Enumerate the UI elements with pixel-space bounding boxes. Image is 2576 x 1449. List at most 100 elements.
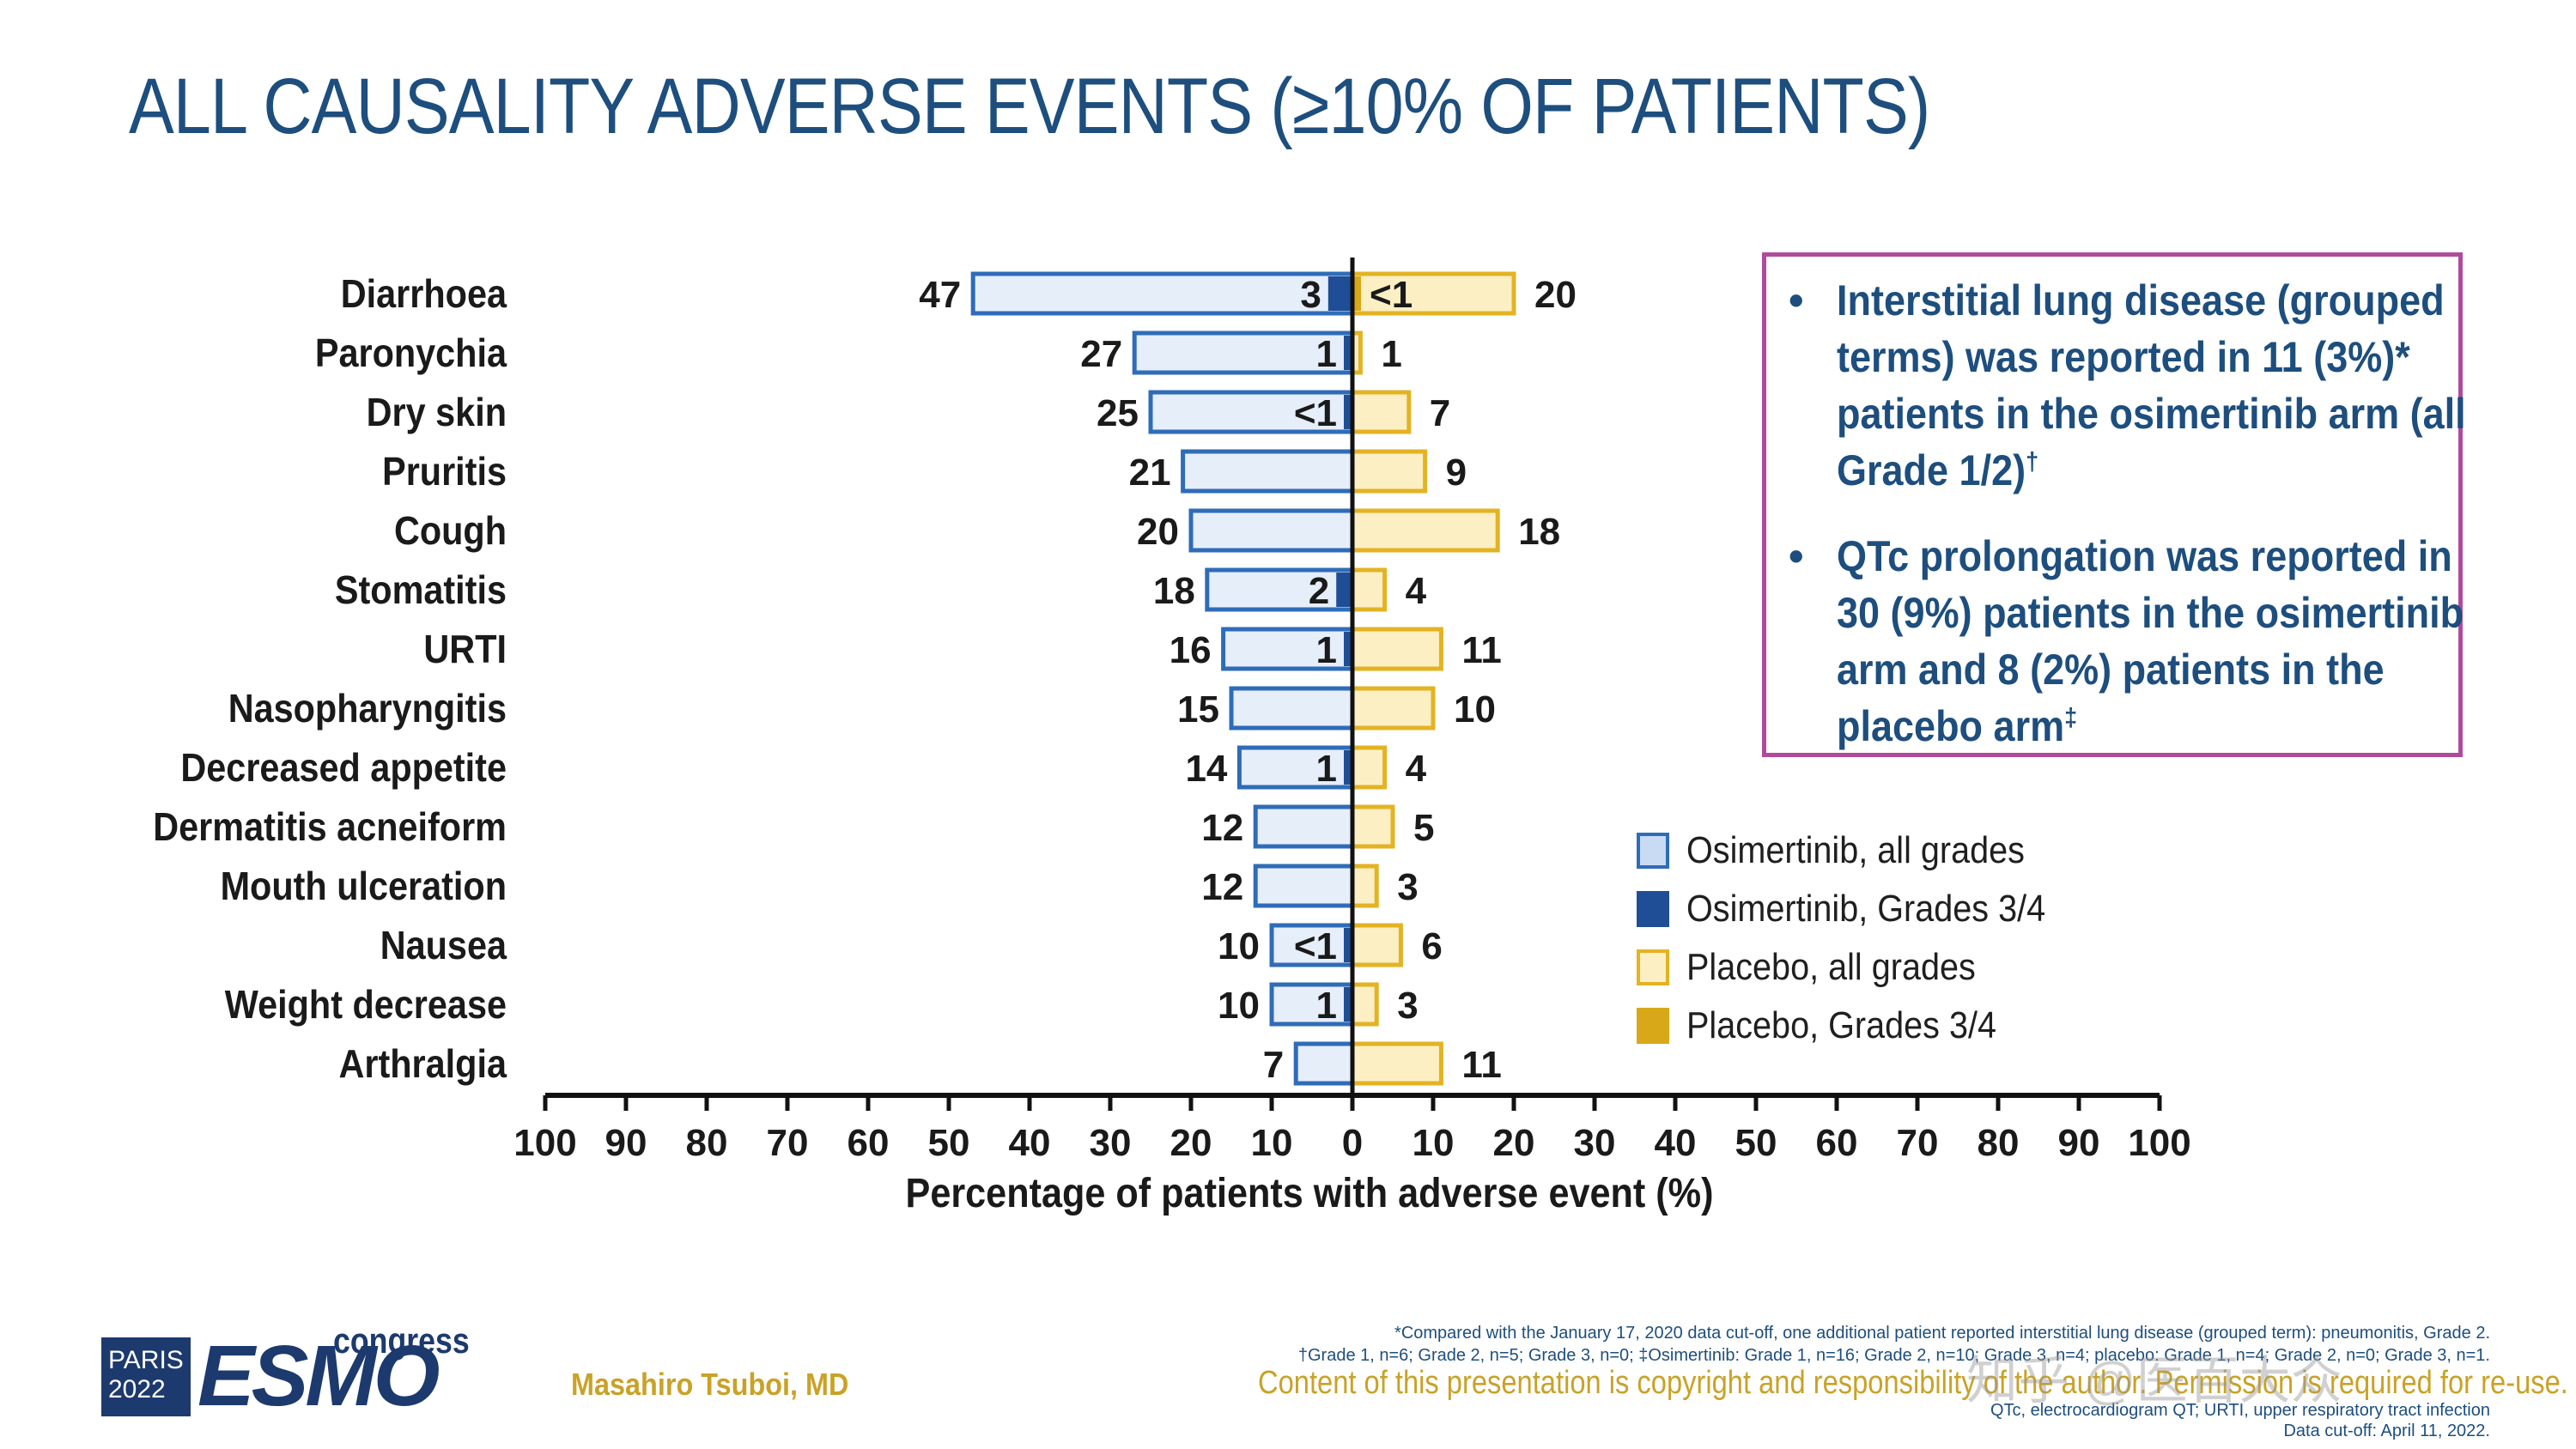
bar-placebo-all [1350, 567, 1388, 612]
bar-placebo-all [1350, 864, 1379, 908]
bar-osimertinib-all [1229, 686, 1355, 731]
x-axis-title: Percentage of patients with adverse even… [906, 1170, 1714, 1216]
x-tick-label: 0 [1342, 1122, 1363, 1164]
bar-osimertinib-all [1132, 330, 1355, 375]
bar-placebo-all [1350, 1041, 1443, 1086]
legend-swatch-pla-all [1637, 949, 1669, 985]
legend-label: Osimertinib, Grades 3/4 [1686, 888, 2046, 930]
category-label: Nasopharyngitis [228, 687, 507, 731]
bar-placebo-all [1350, 923, 1403, 967]
bar-layer [970, 271, 1516, 1086]
logo-city: PARIS [108, 1346, 184, 1374]
footnote-ild: *Compared with the January 17, 2020 data… [1394, 1324, 2490, 1343]
value-label-osimertinib-all: 21 [1129, 452, 1171, 494]
legend-swatch-osi-g34 [1637, 891, 1669, 927]
value-label-osimertinib-all: 20 [1137, 511, 1179, 553]
legend-label: Placebo, all grades [1686, 946, 1976, 988]
value-label-placebo-all: 9 [1446, 452, 1467, 494]
value-label-osimertinib-g34: 2 [1309, 570, 1329, 612]
x-tick-label: 10 [1413, 1122, 1455, 1164]
x-tick-label: 60 [848, 1122, 890, 1164]
dagger-mark: † [2026, 447, 2039, 476]
category-label: Mouth ulceration [221, 864, 507, 909]
value-label-placebo-all: 4 [1406, 748, 1427, 790]
x-tick-label: 40 [1009, 1122, 1051, 1164]
category-label: Diarrhoea [341, 272, 507, 317]
value-label-osimertinib-g34: 1 [1316, 629, 1337, 671]
bar-placebo-all [1350, 627, 1443, 671]
value-label-osimertinib-all: 14 [1185, 748, 1227, 790]
value-label-osimertinib-all: 7 [1263, 1044, 1284, 1086]
value-label-osimertinib-all: 18 [1153, 570, 1195, 612]
bar-osimertinib-g34 [1344, 395, 1352, 429]
bar-placebo-all [1350, 982, 1379, 1027]
value-label-placebo-all: 1 [1381, 333, 1401, 375]
legend-label: Osimertinib, all grades [1686, 829, 2025, 871]
category-label: URTI [423, 627, 507, 672]
bar-placebo-g34 [1352, 276, 1361, 311]
x-tick-label: 80 [686, 1122, 728, 1164]
value-label-osimertinib-all: 47 [919, 274, 961, 316]
value-label-osimertinib-all: 12 [1201, 807, 1243, 849]
info-item-ild: • Interstitial lung disease (grouped ter… [1789, 272, 2466, 499]
bar-osimertinib-g34 [1344, 928, 1352, 962]
logo-city-box: PARIS 2022 [101, 1337, 191, 1416]
value-label-osimertinib-g34: 1 [1316, 985, 1337, 1027]
x-tick-label: 70 [767, 1122, 809, 1164]
category-label: Cough [394, 509, 507, 554]
bar-osimertinib-g34 [1344, 987, 1352, 1022]
bar-placebo-all [1350, 804, 1395, 849]
bar-placebo-all [1350, 449, 1428, 494]
bar-osimertinib-all [1253, 804, 1355, 849]
value-label-osimertinib-g34: 3 [1300, 274, 1321, 316]
presenter-name: Masahiro Tsuboi, MD [571, 1367, 849, 1402]
bar-placebo-all [1350, 745, 1388, 790]
x-axis: 100 90 80 70 60 50 40 30 20 10 0 10 20 30 40 50 60 70 80 90… [513, 258, 2191, 1216]
x-tick-label: 10 [1251, 1122, 1293, 1164]
x-tick-label: 20 [1493, 1122, 1535, 1164]
x-tick-label: 40 [1655, 1122, 1697, 1164]
value-label-placebo-all: 11 [1461, 1044, 1502, 1086]
value-label-osimertinib-all: 10 [1218, 985, 1260, 1027]
value-label-osimertinib-all: 27 [1080, 333, 1122, 375]
bar-osimertinib-all [1253, 864, 1355, 908]
logo-brand: ESMO [197, 1328, 440, 1424]
footnote-grades: †Grade 1, n=6; Grade 2, n=5; Grade 3, n=… [1297, 1346, 2490, 1365]
bar-osimertinib-g34 [1344, 336, 1352, 370]
bullet-icon: • [1789, 532, 1804, 580]
category-label: Nausea [380, 924, 507, 968]
logo-event: congress [333, 1320, 470, 1361]
info-item-qtc: • QTc prolongation was reported in 30 (9… [1789, 528, 2464, 755]
value-label-placebo-all: 11 [1461, 629, 1502, 671]
value-label-placebo-all: 3 [1397, 985, 1418, 1027]
category-label: Stomatitis [335, 568, 507, 613]
x-tick-label: 50 [928, 1122, 970, 1164]
category-label: Decreased appetite [180, 746, 507, 791]
legend-label: Placebo, Grades 3/4 [1686, 1004, 1997, 1046]
info-box: • Interstitial lung disease (grouped ter… [1762, 252, 2466, 757]
x-tick-label: 100 [513, 1122, 576, 1164]
value-label-osimertinib-all: 10 [1218, 925, 1260, 967]
legend-swatch-osi-all [1637, 833, 1669, 869]
category-label: Arthralgia [339, 1042, 507, 1087]
bar-osimertinib-all [970, 271, 1355, 316]
category-label: Dermatitis acneiform [153, 805, 507, 850]
value-label-osimertinib-all: 15 [1177, 688, 1219, 731]
bar-osimertinib-all [1269, 982, 1355, 1027]
value-label-osimertinib-all: 12 [1201, 866, 1243, 908]
value-label-placebo-all: 5 [1413, 807, 1434, 849]
bar-osimertinib-all [1188, 508, 1355, 553]
bar-osimertinib-g34 [1336, 573, 1352, 607]
bar-osimertinib-g34 [1327, 276, 1352, 311]
value-label-placebo-all: 3 [1397, 866, 1418, 908]
x-tick-label: 100 [2128, 1122, 2190, 1164]
logo-year: 2022 [108, 1375, 166, 1404]
x-tick-label: 80 [1978, 1122, 2020, 1164]
bar-osimertinib-g34 [1344, 632, 1352, 666]
x-tick-label: 30 [1574, 1122, 1616, 1164]
double-dagger-mark: ‡ [2064, 703, 2078, 732]
value-label-osimertinib-all: 25 [1097, 392, 1139, 434]
value-label-placebo-all: 6 [1421, 925, 1442, 967]
